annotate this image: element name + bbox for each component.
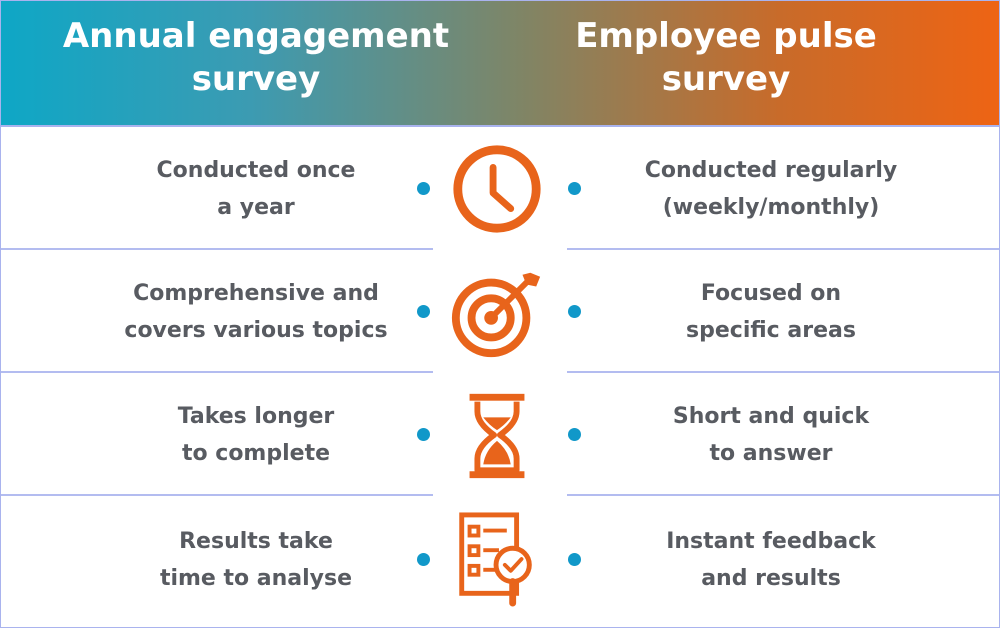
cell-line: to answer [709, 440, 833, 466]
bullet-dot [417, 428, 430, 441]
cell-line: a year [217, 194, 295, 220]
cell-line: to complete [181, 440, 331, 466]
clock-icon [453, 145, 541, 233]
annual-survey-cell: Conducted once a year [91, 127, 421, 250]
bullet-dot [568, 553, 581, 566]
row-divider [1, 494, 433, 496]
comparison-row: Results take time to analyse Instant fee… [1, 498, 999, 621]
hourglass-icon [469, 393, 525, 479]
row-divider [1, 248, 433, 250]
bullet-dot [417, 182, 430, 195]
checklist-icon [459, 512, 532, 607]
annual-survey-title-line: Annual engagement [62, 16, 450, 56]
cell-line: and results [701, 565, 841, 591]
cell-line: Instant feedback [666, 528, 876, 554]
header-divider [1, 125, 999, 127]
cell-line: (weekly/monthly) [662, 194, 880, 220]
bullet-dot [568, 305, 581, 318]
annual-survey-title: Annual engagement survey [36, 15, 476, 101]
row-divider [567, 494, 999, 496]
cell-line: Focused on [700, 280, 842, 306]
annual-survey-cell: Takes longer to complete [91, 373, 421, 496]
cell-line: specific areas [686, 317, 856, 343]
comparison-row: Takes longer to complete Short and quick… [1, 373, 999, 496]
pulse-survey-cell: Instant feedback and results [606, 498, 936, 621]
pulse-survey-title-line: Employee pulse [575, 16, 877, 56]
cell-line: time to analyse [159, 565, 353, 591]
bullet-dot [417, 305, 430, 318]
cell-line: covers various topics [124, 317, 388, 343]
cell-line: Results take [179, 528, 333, 554]
row-divider [567, 371, 999, 373]
annual-survey-cell: Comprehensive and covers various topics [91, 250, 421, 373]
pulse-survey-cell: Conducted regularly (weekly/monthly) [606, 127, 936, 250]
pulse-survey-cell: Short and quick to answer [606, 373, 936, 496]
bullet-dot [568, 182, 581, 195]
cell-line: Comprehensive and [133, 280, 379, 306]
comparison-row: Conducted once a year Conducted regularl… [1, 127, 999, 250]
row-divider [567, 248, 999, 250]
cell-line: Takes longer [177, 403, 335, 429]
pulse-survey-title-line: survey [661, 59, 791, 99]
pulse-survey-title: Employee pulse survey [506, 15, 946, 101]
cell-line: Short and quick [672, 403, 870, 429]
pulse-survey-cell: Focused on specific areas [606, 250, 936, 373]
row-divider [1, 371, 433, 373]
comparison-row: Comprehensive and covers various topics … [1, 250, 999, 373]
cell-line: Conducted once [156, 157, 356, 183]
bullet-dot [417, 553, 430, 566]
bullet-dot [568, 428, 581, 441]
target-icon [451, 272, 541, 358]
cell-line: Conducted regularly [644, 157, 898, 183]
annual-survey-cell: Results take time to analyse [91, 498, 421, 621]
header-banner: Annual engagement survey Employee pulse … [1, 1, 999, 125]
annual-survey-title-line: survey [191, 59, 321, 99]
